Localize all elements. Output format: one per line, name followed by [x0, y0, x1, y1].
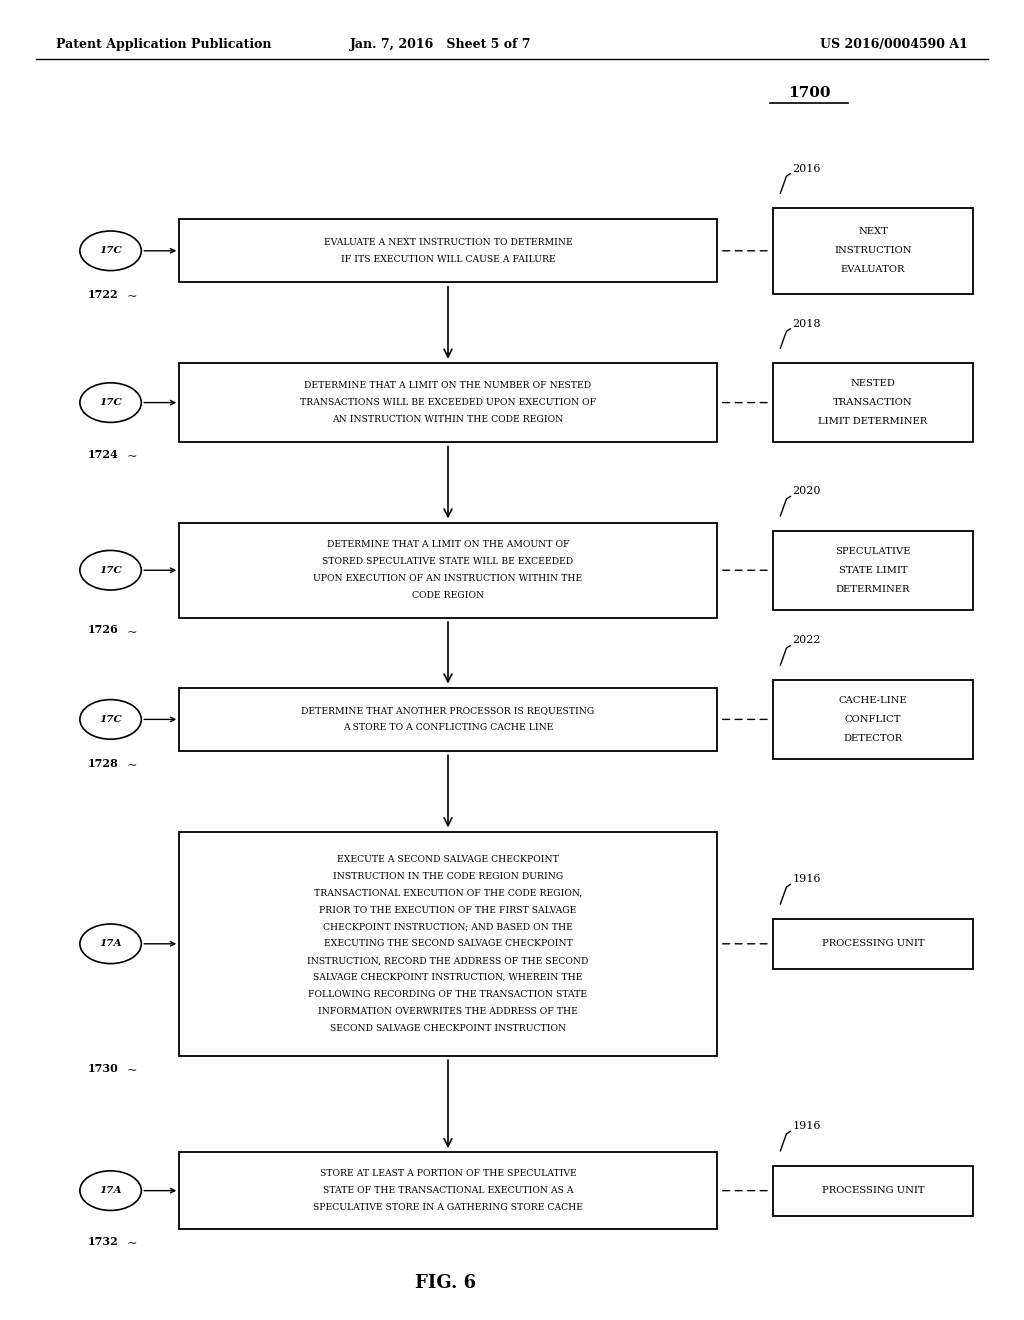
Text: 17C: 17C	[99, 715, 122, 723]
Text: IF ITS EXECUTION WILL CAUSE A FAILURE: IF ITS EXECUTION WILL CAUSE A FAILURE	[341, 255, 555, 264]
Text: FIG. 6: FIG. 6	[415, 1274, 476, 1292]
Text: 1730: 1730	[88, 1063, 119, 1073]
Bar	[773, 680, 973, 759]
Text: 17C: 17C	[99, 566, 122, 574]
Text: TRANSACTION: TRANSACTION	[834, 399, 912, 407]
Text: DETERMINE THAT ANOTHER PROCESSOR IS REQUESTING: DETERMINE THAT ANOTHER PROCESSOR IS REQU…	[301, 706, 595, 715]
Text: Jan. 7, 2016   Sheet 5 of 7: Jan. 7, 2016 Sheet 5 of 7	[349, 38, 531, 51]
Text: US 2016/0004590 A1: US 2016/0004590 A1	[820, 38, 968, 51]
Text: CONFLICT: CONFLICT	[845, 715, 901, 723]
Text: EVALUATE A NEXT INSTRUCTION TO DETERMINE: EVALUATE A NEXT INSTRUCTION TO DETERMINE	[324, 238, 572, 247]
Ellipse shape	[80, 231, 141, 271]
Text: 17A: 17A	[99, 1187, 122, 1195]
Bar	[179, 219, 717, 282]
Text: STORE AT LEAST A PORTION OF THE SPECULATIVE: STORE AT LEAST A PORTION OF THE SPECULAT…	[319, 1170, 577, 1179]
Text: ~: ~	[127, 1237, 137, 1250]
Text: 1916: 1916	[793, 1121, 821, 1131]
Text: STATE OF THE TRANSACTIONAL EXECUTION AS A: STATE OF THE TRANSACTIONAL EXECUTION AS …	[323, 1187, 573, 1195]
Text: FOLLOWING RECORDING OF THE TRANSACTION STATE: FOLLOWING RECORDING OF THE TRANSACTION S…	[308, 990, 588, 999]
Text: SECOND SALVAGE CHECKPOINT INSTRUCTION: SECOND SALVAGE CHECKPOINT INSTRUCTION	[330, 1024, 566, 1032]
Text: 1732: 1732	[88, 1236, 119, 1246]
Text: 1916: 1916	[793, 874, 821, 884]
Text: TRANSACTIONAL EXECUTION OF THE CODE REGION,: TRANSACTIONAL EXECUTION OF THE CODE REGI…	[314, 888, 582, 898]
Text: DETERMINER: DETERMINER	[836, 585, 910, 594]
Text: ~: ~	[127, 759, 137, 772]
Text: AN INSTRUCTION WITHIN THE CODE REGION: AN INSTRUCTION WITHIN THE CODE REGION	[333, 414, 563, 424]
Text: 17C: 17C	[99, 247, 122, 255]
Text: SPECULATIVE: SPECULATIVE	[836, 546, 910, 556]
Text: ~: ~	[127, 626, 137, 639]
Bar	[773, 363, 973, 442]
Text: INSTRUCTION: INSTRUCTION	[835, 247, 911, 255]
Text: SPECULATIVE STORE IN A GATHERING STORE CACHE: SPECULATIVE STORE IN A GATHERING STORE C…	[313, 1203, 583, 1212]
Text: 1728: 1728	[88, 758, 119, 768]
Bar	[773, 531, 973, 610]
Text: 2018: 2018	[793, 318, 821, 329]
Bar	[179, 1152, 717, 1229]
Bar	[179, 832, 717, 1056]
Bar	[773, 919, 973, 969]
Text: PROCESSING UNIT: PROCESSING UNIT	[821, 1187, 925, 1195]
Text: 2016: 2016	[793, 164, 821, 173]
Text: CHECKPOINT INSTRUCTION; AND BASED ON THE: CHECKPOINT INSTRUCTION; AND BASED ON THE	[323, 923, 573, 932]
Ellipse shape	[80, 700, 141, 739]
Text: CACHE-LINE: CACHE-LINE	[839, 696, 907, 705]
Text: NESTED: NESTED	[851, 379, 895, 388]
Bar	[179, 363, 717, 442]
Text: A STORE TO A CONFLICTING CACHE LINE: A STORE TO A CONFLICTING CACHE LINE	[343, 723, 553, 733]
Text: DETERMINE THAT A LIMIT ON THE AMOUNT OF: DETERMINE THAT A LIMIT ON THE AMOUNT OF	[327, 540, 569, 549]
Ellipse shape	[80, 924, 141, 964]
Text: STORED SPECULATIVE STATE WILL BE EXCEEDED: STORED SPECULATIVE STATE WILL BE EXCEEDE…	[323, 557, 573, 566]
Text: NEXT: NEXT	[858, 227, 888, 236]
Text: PRIOR TO THE EXECUTION OF THE FIRST SALVAGE: PRIOR TO THE EXECUTION OF THE FIRST SALV…	[319, 906, 577, 915]
Text: 1722: 1722	[88, 289, 119, 300]
Text: ~: ~	[127, 450, 137, 463]
Ellipse shape	[80, 383, 141, 422]
Text: 1724: 1724	[88, 449, 119, 459]
Text: CODE REGION: CODE REGION	[412, 591, 484, 601]
Text: Patent Application Publication: Patent Application Publication	[56, 38, 271, 51]
Text: INSTRUCTION IN THE CODE REGION DURING: INSTRUCTION IN THE CODE REGION DURING	[333, 871, 563, 880]
Bar	[179, 523, 717, 618]
Text: 2020: 2020	[793, 486, 821, 496]
Text: DETECTOR: DETECTOR	[844, 734, 902, 743]
Ellipse shape	[80, 550, 141, 590]
Text: PROCESSING UNIT: PROCESSING UNIT	[821, 940, 925, 948]
Text: EXECUTE A SECOND SALVAGE CHECKPOINT: EXECUTE A SECOND SALVAGE CHECKPOINT	[337, 855, 559, 863]
Text: SALVAGE CHECKPOINT INSTRUCTION, WHEREIN THE: SALVAGE CHECKPOINT INSTRUCTION, WHEREIN …	[313, 973, 583, 982]
Text: DETERMINE THAT A LIMIT ON THE NUMBER OF NESTED: DETERMINE THAT A LIMIT ON THE NUMBER OF …	[304, 381, 592, 391]
Text: STATE LIMIT: STATE LIMIT	[839, 566, 907, 574]
Text: 17C: 17C	[99, 399, 122, 407]
Text: INSTRUCTION, RECORD THE ADDRESS OF THE SECOND: INSTRUCTION, RECORD THE ADDRESS OF THE S…	[307, 956, 589, 965]
Text: ~: ~	[127, 290, 137, 304]
Text: 17A: 17A	[99, 940, 122, 948]
Text: INFORMATION OVERWRITES THE ADDRESS OF THE: INFORMATION OVERWRITES THE ADDRESS OF TH…	[318, 1007, 578, 1016]
Text: UPON EXECUTION OF AN INSTRUCTION WITHIN THE: UPON EXECUTION OF AN INSTRUCTION WITHIN …	[313, 574, 583, 583]
Text: EXECUTING THE SECOND SALVAGE CHECKPOINT: EXECUTING THE SECOND SALVAGE CHECKPOINT	[324, 940, 572, 948]
Text: EVALUATOR: EVALUATOR	[841, 265, 905, 275]
Text: ~: ~	[127, 1064, 137, 1077]
Text: TRANSACTIONS WILL BE EXCEEDED UPON EXECUTION OF: TRANSACTIONS WILL BE EXCEEDED UPON EXECU…	[300, 399, 596, 407]
Text: LIMIT DETERMINER: LIMIT DETERMINER	[818, 417, 928, 426]
Text: 1726: 1726	[88, 624, 119, 635]
Bar	[773, 207, 973, 293]
Bar	[773, 1166, 973, 1216]
Text: 2022: 2022	[793, 635, 821, 645]
Ellipse shape	[80, 1171, 141, 1210]
Bar	[179, 688, 717, 751]
Text: 1700: 1700	[787, 86, 830, 100]
